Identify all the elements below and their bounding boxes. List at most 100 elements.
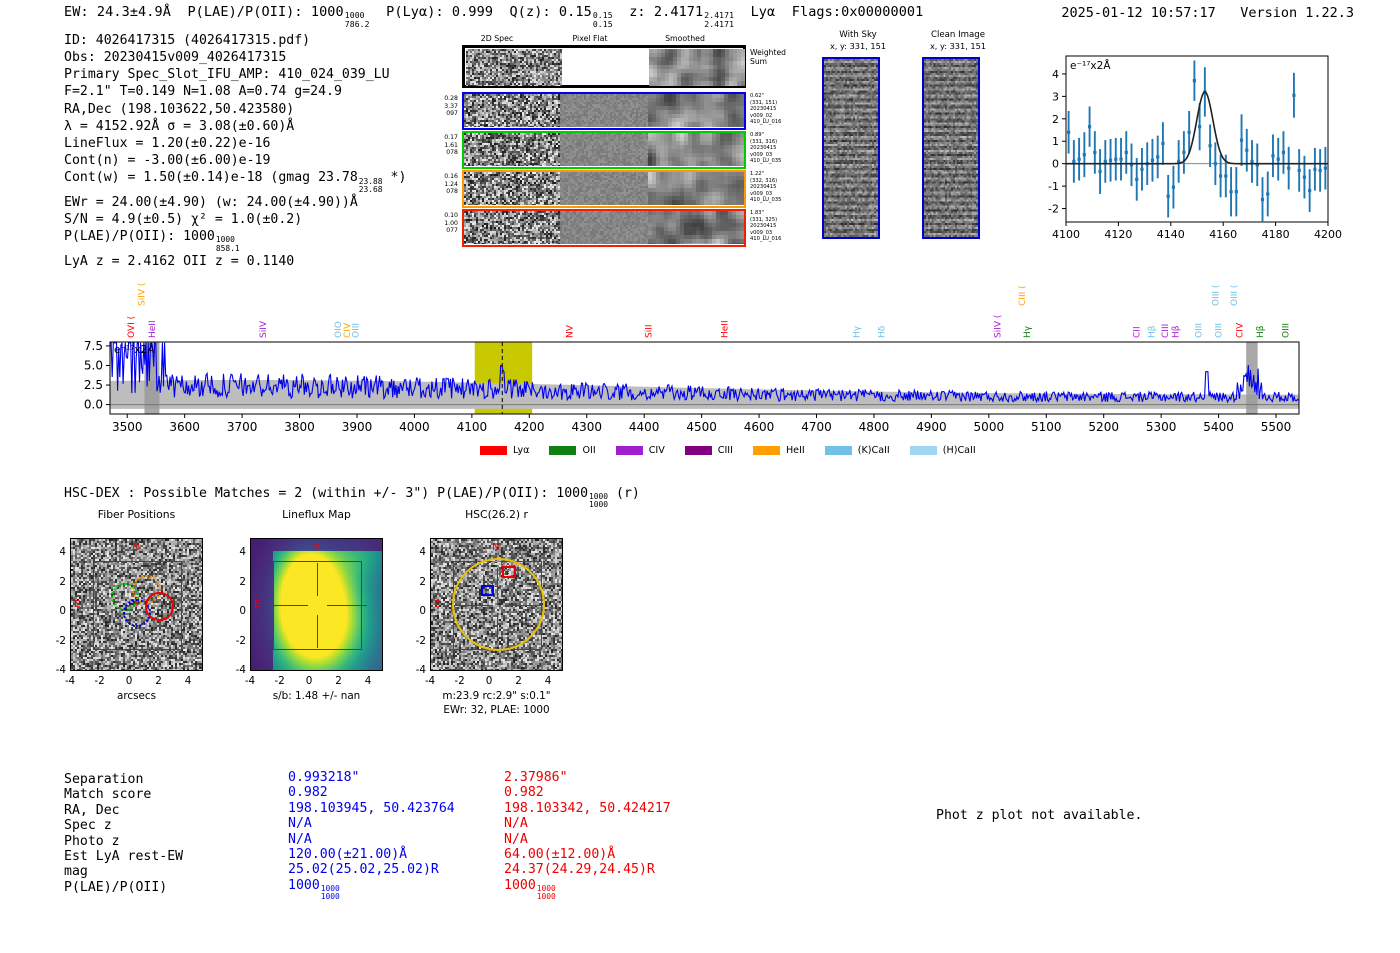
- info-cont-n: Cont(n) = -3.00(±6.00)e-19: [64, 153, 271, 169]
- emission-line-label: SiIV (: [993, 315, 1003, 338]
- emission-line-label: OVI (: [127, 316, 137, 338]
- info-lineflux: LineFlux = 1.20(±0.22)e-16: [64, 135, 271, 151]
- emission-line-label: Hγ: [1023, 325, 1033, 338]
- sky-panel-coords-1: x, y: 331, 151: [929, 41, 987, 51]
- fiber-pixelflat: [560, 94, 648, 127]
- cutout-xtick: -2: [454, 675, 465, 687]
- cutout-xtick: -4: [64, 675, 76, 687]
- fiber-smoothed: [648, 133, 744, 166]
- svg-text:3900: 3900: [342, 420, 373, 434]
- fiber-smoothed: [648, 94, 744, 127]
- svg-text:4: 4: [1052, 68, 1059, 81]
- sky-panel-title-0: With Sky: [839, 30, 877, 40]
- fiber-right-labels: 0.62" (331, 151) 20230415 v009_02 410_LU…: [750, 93, 782, 126]
- legend-swatch: [615, 446, 643, 455]
- svg-text:3: 3: [1052, 90, 1059, 103]
- fiber-right-labels: 0.89" (331, 316) 20230415 v009_03 410_LU…: [750, 132, 782, 165]
- cutout-xtick: 0: [485, 675, 493, 687]
- version-label: Version 1.22.3: [1240, 5, 1354, 21]
- svg-text:-1: -1: [1048, 180, 1059, 193]
- legend-label: HeII: [785, 445, 805, 456]
- legend-entry-CIII: CIII: [684, 440, 733, 459]
- info-seeing: F=2.1" T=0.149 N=1.08 A=0.74 g=24.9: [64, 84, 342, 100]
- weighted-sum-smoothed: [649, 49, 745, 86]
- cutout-xtick: -4: [424, 675, 436, 687]
- svg-text:0: 0: [1052, 158, 1059, 171]
- fiber-left-labels: 0.17 1.61 078: [444, 134, 458, 157]
- source-info-block: ID: 4026417315 (4026417315.pdf) Obs: 202…: [64, 32, 406, 270]
- cutout-caption-0: arcsecs: [116, 690, 157, 702]
- match-row-value-blue: 120.00(±21.00)Å: [288, 847, 408, 862]
- emission-line-label: CII: [1132, 326, 1142, 338]
- svg-text:4200: 4200: [514, 420, 545, 434]
- emission-line-label: Hβ: [1256, 325, 1266, 338]
- svg-text:-2: -2: [1048, 203, 1059, 216]
- svg-text:e⁻¹⁷x2Å: e⁻¹⁷x2Å: [114, 343, 155, 356]
- match-row-key: Est LyA rest-EW: [64, 849, 184, 864]
- emission-line-label: CIII: [1161, 324, 1171, 338]
- info-wavelength: λ = 4152.92Å σ = 3.08(±0.60)Å: [64, 118, 295, 134]
- svg-text:4800: 4800: [859, 420, 890, 434]
- legend-entry-HeII: HeII: [752, 440, 805, 459]
- sky-panel-title-1: Clean Image: [930, 30, 986, 40]
- emission-line-label: CIII (: [1018, 285, 1028, 306]
- match-row-key: Photo z: [64, 833, 120, 849]
- match-row-key: Separation: [64, 772, 144, 787]
- photz-message: Phot z plot not available.: [936, 808, 1143, 823]
- cutout-col-header-1: Pixel Flat: [572, 34, 608, 43]
- legend-swatch: [684, 446, 712, 455]
- cutout-ytick: -4: [235, 664, 246, 677]
- cutout-ytick: 4: [239, 546, 246, 558]
- emission-line-label: OIII (: [1212, 285, 1222, 306]
- hscdex-title: HSC-DEX : Possible Matches = 2 (within +…: [64, 486, 640, 510]
- legend-entry-(K)CaII: (K)CaII: [824, 440, 890, 459]
- cutout-ytick: 4: [419, 546, 426, 558]
- legend-label: CIV: [648, 445, 665, 456]
- svg-text:4700: 4700: [801, 420, 832, 434]
- compass-north: N: [492, 542, 500, 553]
- cutout-xtick: 2: [335, 675, 342, 687]
- cutout-ytick: 2: [419, 575, 426, 588]
- cutout-xtick: -2: [274, 675, 285, 687]
- match-row-value-blue: 0.993218": [288, 770, 360, 785]
- fiber-2dspec: [464, 133, 560, 166]
- cutout-ytick: 4: [59, 546, 66, 558]
- cutout-xtick: 0: [125, 675, 133, 687]
- svg-text:5100: 5100: [1031, 420, 1062, 434]
- legend-swatch: [549, 446, 577, 455]
- match-row-key: Match score: [64, 787, 152, 803]
- emission-line-label: OIO: [334, 321, 344, 338]
- svg-text:4200: 4200: [1314, 228, 1342, 241]
- header-redshift: z: 2.4171 2.4171 2.4171: [629, 4, 735, 29]
- line-fit-svg: 4100 4120 4140 4160 4180 4200 -2 -1 0 1 2 3 4 e⁻¹⁷x2Å: [1048, 55, 1342, 241]
- emission-line-label: Hβ: [1171, 325, 1181, 338]
- cutout-ytick: -2: [235, 634, 246, 647]
- emission-line-label: CIV: [343, 322, 353, 338]
- cutout-xtick: 4: [184, 675, 192, 687]
- match-row-value-blue: N/A: [288, 831, 312, 847]
- emission-line-label: SiIV: [259, 320, 269, 338]
- cutout-xtick: -4: [244, 675, 256, 687]
- emission-line-label: SiII: [645, 324, 655, 338]
- emission-line-label: OIII: [1215, 323, 1225, 338]
- svg-text:3700: 3700: [227, 420, 258, 434]
- header-flags: Flags:0x00000001: [791, 4, 924, 20]
- full-spectrum-plot: 3500 3600 3700 3800 3900 4000 4100 4200 4300 4400…: [64, 268, 1309, 458]
- cutout-caption-2: m:23.9 rc:2.9" s:0.1": [442, 690, 551, 702]
- cutout-xtick: 2: [515, 675, 522, 687]
- timestamp-version: 2025-01-12 10:57:17 Version 1.22.3: [1061, 5, 1354, 21]
- emission-line-label: Hδ: [877, 325, 887, 338]
- legend-swatch: [909, 446, 937, 455]
- info-spec-slot: Primary Spec_Slot_IFU_AMP: 410_024_039_L…: [64, 67, 390, 83]
- masked-region-1: [1246, 342, 1258, 414]
- emission-line-label: Hγ: [853, 325, 863, 338]
- svg-text:4160: 4160: [1209, 228, 1237, 241]
- compass-north: N: [312, 542, 320, 553]
- svg-text:5000: 5000: [974, 420, 1005, 434]
- cutout-ytick: -2: [55, 634, 66, 647]
- fiber-cutout-row: [462, 92, 746, 130]
- fiber-cutout-row: [462, 170, 746, 208]
- cutout-col-header-0: 2D Spec: [480, 34, 514, 43]
- svg-text:4300: 4300: [571, 420, 602, 434]
- match-marker-red: [502, 566, 517, 578]
